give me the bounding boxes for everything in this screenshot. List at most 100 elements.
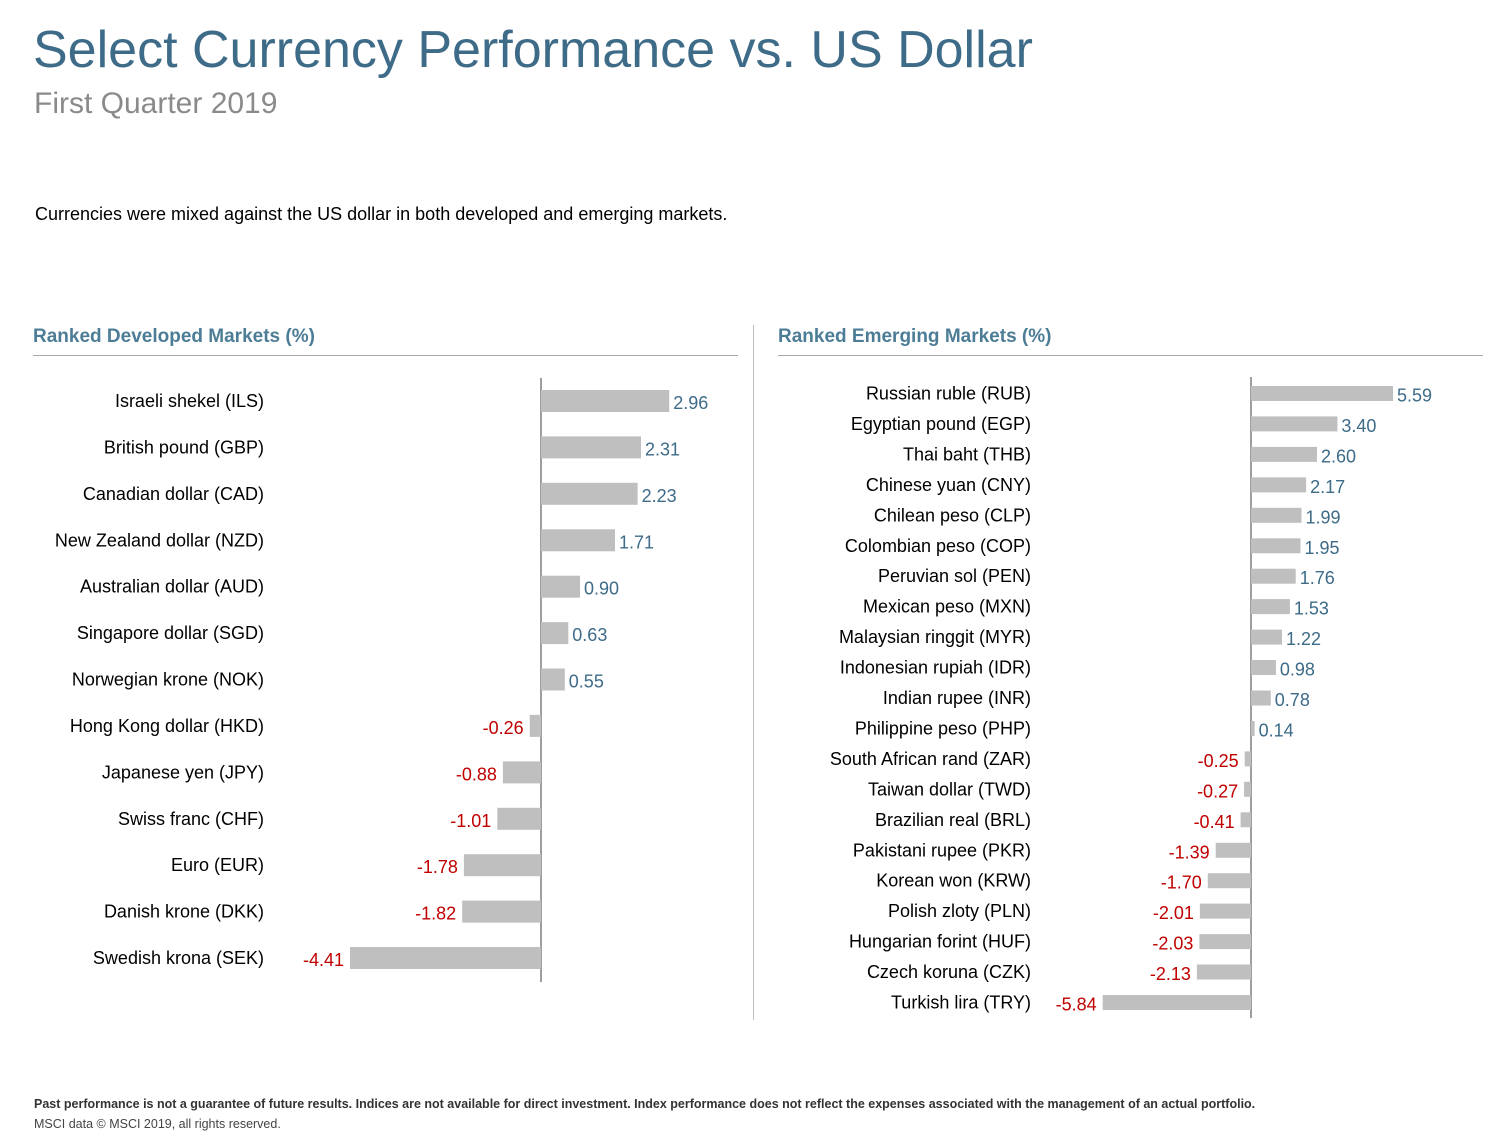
category-label: Egyptian pound (EGP) (851, 414, 1031, 434)
value-label: -4.41 (303, 950, 344, 970)
category-label: Hungarian forint (HUF) (849, 932, 1031, 952)
developed-panel-title: Ranked Developed Markets (%) (33, 326, 315, 347)
category-label: Turkish lira (TRY) (891, 993, 1031, 1013)
category-label: Peruvian sol (PEN) (878, 566, 1031, 586)
bar (463, 854, 541, 877)
category-label: Brazilian real (BRL) (875, 810, 1031, 830)
value-label: 0.14 (1259, 721, 1294, 741)
category-label: Singapore dollar (SGD) (77, 623, 264, 643)
bar (1215, 842, 1251, 858)
bar (1102, 995, 1251, 1010)
bar (1240, 812, 1251, 828)
category-label: Hong Kong dollar (HKD) (70, 716, 264, 736)
footer-source: MSCI data © MSCI 2019, all rights reserv… (34, 1117, 281, 1131)
value-label: 1.76 (1300, 568, 1335, 588)
category-label: Polish zloty (PLN) (888, 901, 1031, 921)
footer-disclaimer: Past performance is not a guarantee of f… (34, 1097, 1256, 1111)
category-label: Japanese yen (JPY) (102, 762, 264, 782)
bar (541, 482, 638, 505)
emerging-panel-title: Ranked Emerging Markets (%) (778, 326, 1052, 347)
value-label: -2.01 (1153, 903, 1194, 923)
bar (541, 436, 641, 459)
bar (1251, 538, 1301, 554)
value-label: 2.96 (673, 393, 708, 413)
category-label: Australian dollar (AUD) (80, 577, 264, 597)
value-label: 2.31 (645, 439, 680, 459)
bar (1251, 386, 1393, 401)
value-label: 0.78 (1275, 690, 1310, 710)
value-label: -0.41 (1194, 812, 1235, 832)
value-label: -1.70 (1161, 873, 1202, 893)
value-label: -5.84 (1056, 995, 1097, 1015)
category-label: Swiss franc (CHF) (118, 809, 264, 829)
value-label: 5.59 (1397, 386, 1432, 406)
category-label: Korean won (KRW) (876, 871, 1031, 891)
bar (1207, 873, 1251, 889)
bar (1251, 599, 1290, 615)
category-label: Chinese yuan (CNY) (866, 475, 1031, 495)
bar (350, 947, 541, 969)
category-label: Philippine peso (PHP) (855, 719, 1031, 739)
value-label: -0.25 (1198, 751, 1239, 771)
value-label: -1.82 (415, 904, 456, 924)
value-label: -0.88 (456, 764, 497, 784)
bar (462, 900, 541, 923)
category-label: Chilean peso (CLP) (874, 505, 1031, 525)
bar (541, 575, 580, 598)
value-label: -1.78 (417, 857, 458, 877)
category-label: Colombian peso (COP) (845, 536, 1031, 556)
value-label: 2.23 (642, 486, 677, 506)
bar (497, 807, 541, 830)
bar (1244, 751, 1251, 767)
value-label: 0.98 (1280, 660, 1315, 680)
category-label: Thai baht (THB) (903, 444, 1031, 464)
bar (1244, 781, 1251, 797)
developed-title-rule (33, 355, 738, 356)
value-label: 2.17 (1310, 477, 1345, 497)
value-label: -1.01 (450, 811, 491, 831)
page-subtitle: First Quarter 2019 (34, 87, 278, 120)
value-label: 1.99 (1306, 507, 1341, 527)
bar (541, 529, 615, 552)
bar (1199, 934, 1251, 950)
value-label: 0.90 (584, 579, 619, 599)
category-label: Norwegian krone (NOK) (72, 670, 264, 690)
value-label: -2.03 (1152, 934, 1193, 954)
bar (1251, 507, 1302, 523)
bar (541, 668, 565, 691)
bar (1251, 568, 1296, 584)
category-label: Euro (EUR) (171, 855, 264, 875)
category-label: Indonesian rupiah (IDR) (840, 658, 1031, 678)
bar (529, 714, 541, 737)
value-label: 1.71 (619, 532, 654, 552)
category-label: New Zealand dollar (NZD) (55, 530, 264, 550)
category-label: Malaysian ringgit (MYR) (839, 627, 1031, 647)
value-label: -1.39 (1169, 842, 1210, 862)
category-label: British pound (GBP) (104, 437, 264, 457)
value-label: -0.27 (1197, 781, 1238, 801)
value-label: -0.26 (483, 718, 524, 738)
category-label: Mexican peso (MXN) (863, 597, 1031, 617)
category-label: Russian ruble (RUB) (866, 384, 1031, 404)
value-label: 1.53 (1294, 599, 1329, 619)
category-label: Danish krone (DKK) (104, 902, 264, 922)
category-label: Taiwan dollar (TWD) (868, 779, 1031, 799)
emerging-title-rule (778, 355, 1483, 356)
value-label: 0.63 (572, 625, 607, 645)
bar (1199, 903, 1251, 919)
category-label: Pakistani rupee (PKR) (853, 840, 1031, 860)
category-label: Czech koruna (CZK) (867, 962, 1031, 982)
category-label: Canadian dollar (CAD) (83, 484, 264, 504)
category-label: Swedish krona (SEK) (93, 948, 264, 968)
bar (1251, 629, 1282, 645)
bar (1251, 477, 1307, 493)
intro-text: Currencies were mixed against the US dol… (35, 204, 728, 224)
panel-divider (753, 325, 754, 1020)
value-label: 2.60 (1321, 446, 1356, 466)
value-label: 3.40 (1341, 416, 1376, 436)
bar (1251, 416, 1338, 432)
bar (1196, 964, 1251, 980)
bar (1251, 446, 1317, 462)
